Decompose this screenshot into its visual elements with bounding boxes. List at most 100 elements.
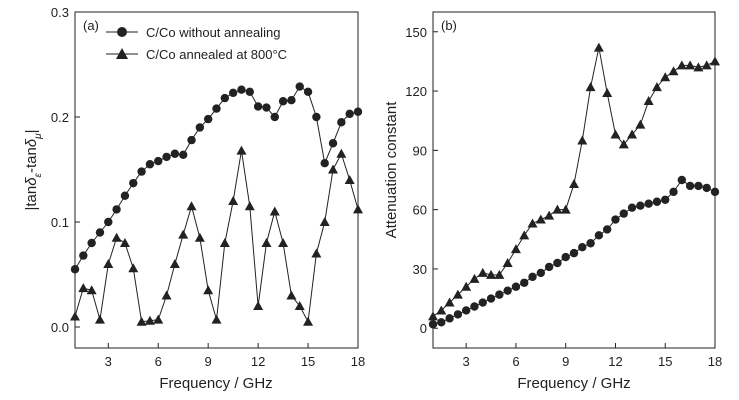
- panel-b-point-annealed: [544, 210, 555, 220]
- panel-b-point-without-annealing: [503, 286, 512, 295]
- panel-b-xtick-label: 3: [463, 354, 470, 369]
- panel-a-point-annealed: [336, 148, 347, 158]
- panel-a-point-annealed: [78, 283, 89, 293]
- panel-b-point-without-annealing: [669, 187, 678, 197]
- panel-b-point-without-annealing: [611, 215, 620, 224]
- panel-a-point-without-annealing: [129, 178, 138, 188]
- panel-b-point-without-annealing: [437, 318, 446, 327]
- panel-b-point-without-annealing: [652, 197, 662, 206]
- panel-b-point-without-annealing: [644, 199, 653, 208]
- panel-a: 3 6 9 12 15 18 0.0 0.1 0.2 0.3 (a) Frequency / GH…: [23, 5, 365, 392]
- panel-b-xlabel: Frequency / GHz: [517, 375, 630, 392]
- panel-a-ylabel-bar-open: |tan: [23, 186, 40, 211]
- panel-a-point-without-annealing: [104, 217, 113, 227]
- panel-b-point-annealed: [618, 139, 629, 149]
- panel-a-point-without-annealing: [320, 159, 329, 168]
- panel-a-point-annealed: [194, 232, 205, 242]
- panel-a-point-annealed: [294, 301, 305, 310]
- panel-a-point-without-annealing: [220, 93, 230, 103]
- panel-a-ytick-label: 0.2: [51, 110, 69, 125]
- panel-a-ylabel-delta1: δ: [23, 177, 40, 186]
- panel-b-point-annealed: [486, 269, 497, 279]
- panel-a-xtick-label: 15: [301, 354, 315, 369]
- panel-b-point-without-annealing: [486, 294, 496, 303]
- panel-b-point-without-annealing: [677, 175, 687, 185]
- panel-a-point-without-annealing: [295, 82, 304, 91]
- panel-b-point-annealed: [535, 214, 546, 224]
- panel-a-xtick-label: 9: [205, 354, 212, 369]
- panel-b-point-annealed: [436, 305, 447, 315]
- panel-a-point-annealed: [153, 314, 164, 324]
- panel-b-point-without-annealing: [544, 262, 554, 272]
- panel-b: 3 6 9 12 15 18 0 30 60 90 120 150 (b) Frequency / G…: [383, 11, 722, 392]
- panel-b-point-without-annealing: [578, 243, 587, 252]
- panel-a-point-without-annealing: [303, 87, 313, 97]
- panel-a-point-annealed: [303, 316, 314, 326]
- panel-b-ytick-label: 120: [405, 84, 427, 99]
- panel-b-point-annealed: [585, 82, 596, 92]
- panel-a-point-annealed: [344, 175, 355, 184]
- panel-b-point-without-annealing: [586, 239, 595, 248]
- panel-b-point-without-annealing: [569, 248, 579, 258]
- panel-b-point-annealed: [552, 204, 563, 214]
- panel-b-point-annealed: [602, 88, 613, 98]
- panel-a-point-annealed: [103, 259, 114, 268]
- panel-b-xtick-label: 18: [708, 354, 722, 369]
- panel-a-point-without-annealing: [328, 139, 338, 148]
- panel-a-xtick-label: 12: [251, 354, 265, 369]
- panel-b-point-without-annealing: [511, 282, 521, 291]
- panel-b-ticks: 3 6 9 12 15 18 0 30 60 90 120 150: [405, 25, 722, 369]
- panel-a-point-annealed: [161, 290, 172, 300]
- panel-b-ytick-label: 30: [413, 262, 427, 277]
- panel-a-point-annealed: [203, 285, 214, 295]
- panel-b-point-annealed: [494, 269, 505, 279]
- panel-a-point-without-annealing: [262, 103, 271, 112]
- panel-b-point-without-annealing: [702, 183, 711, 193]
- panel-a-point-without-annealing: [195, 123, 205, 132]
- panel-a-ylabel-sub-e: ε: [33, 172, 44, 177]
- panel-b-point-annealed: [519, 230, 530, 240]
- panel-a-point-without-annealing: [337, 118, 346, 127]
- panel-a-point-without-annealing: [87, 238, 96, 248]
- panel-a-point-without-annealing: [278, 97, 288, 106]
- panel-b-ylabel: Attenuation constant: [383, 101, 400, 239]
- panel-b-series-layer: [428, 42, 720, 329]
- panel-a-point-annealed: [119, 238, 130, 247]
- panel-b-point-without-annealing: [636, 201, 645, 210]
- panel-a-point-without-annealing: [95, 228, 105, 237]
- panel-a-point-annealed: [328, 164, 339, 174]
- panel-b-label: (b): [441, 18, 457, 33]
- panel-a-point-without-annealing: [270, 112, 279, 122]
- panel-a-xtick-label: 18: [351, 354, 365, 369]
- panel-b-point-without-annealing: [528, 272, 537, 282]
- panel-b-point-without-annealing: [536, 268, 546, 278]
- panel-b-point-without-annealing: [619, 209, 628, 218]
- panel-a-point-without-annealing: [154, 156, 163, 166]
- panel-a-point-annealed: [169, 259, 180, 268]
- panel-a-point-without-annealing: [187, 135, 196, 145]
- panel-a-point-annealed: [94, 314, 105, 324]
- panel-a-point-without-annealing: [79, 251, 88, 260]
- panel-b-point-without-annealing: [445, 314, 454, 323]
- panel-a-point-without-annealing: [237, 85, 246, 94]
- panel-a-point-without-annealing: [253, 102, 263, 111]
- panel-a-point-annealed: [186, 201, 197, 211]
- panel-a-point-without-annealing: [228, 88, 238, 98]
- panel-b-point-without-annealing: [453, 310, 463, 319]
- panel-a-point-annealed: [219, 238, 230, 247]
- panel-a-frame: [74, 11, 359, 349]
- panel-b-point-without-annealing: [495, 290, 504, 299]
- panel-a-point-annealed: [86, 285, 97, 295]
- panel-a-point-annealed: [144, 315, 155, 325]
- panel-b-point-annealed: [610, 129, 621, 139]
- panel-b-point-without-annealing: [461, 306, 471, 315]
- panel-a-point-without-annealing: [345, 109, 354, 119]
- panel-a-ytick-label: 0.3: [51, 5, 69, 20]
- legend-label-annealed: C/Co annealed at 800°C: [146, 47, 287, 62]
- panel-a-point-annealed: [286, 290, 297, 300]
- panel-a-point-annealed: [269, 206, 280, 216]
- panel-b-point-without-annealing: [602, 225, 612, 234]
- panel-b-point-annealed: [461, 281, 472, 291]
- panel-a-ylabel-bar-close: |: [23, 129, 40, 133]
- panel-b-xtick-label: 6: [512, 354, 519, 369]
